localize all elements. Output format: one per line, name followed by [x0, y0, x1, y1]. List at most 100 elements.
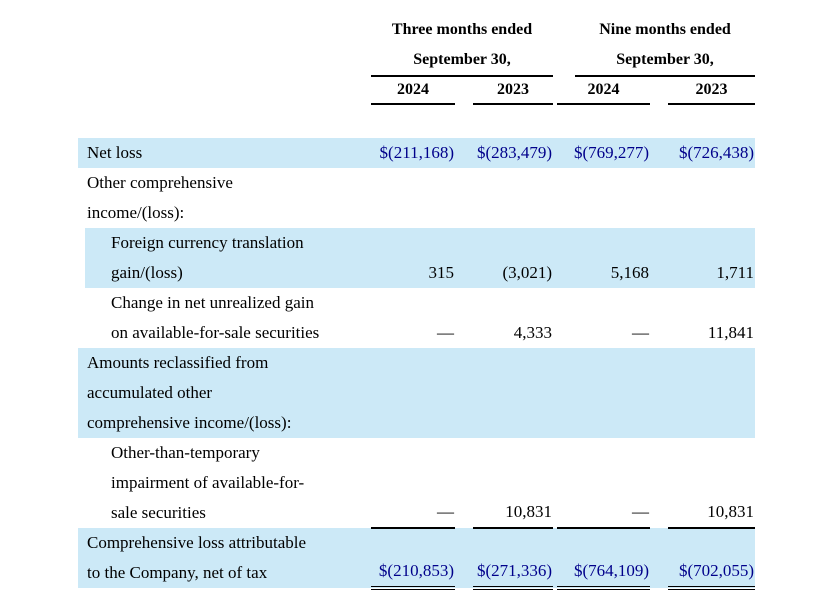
indent-cell [78, 168, 85, 228]
value-text: $(764,109) [573, 561, 650, 580]
header-group-rule: Nine months ended September 30, [575, 15, 756, 77]
header-year-columns: 2024 2023 2024 2023 [78, 77, 756, 105]
column-header-year: 2024 [371, 77, 455, 105]
comprehensive-loss-table: Three months ended September 30, Nine mo… [78, 15, 756, 590]
header-group-three-months: Three months ended September 30, [371, 15, 554, 77]
column-gap [650, 438, 668, 528]
row-other-than-temporary-impairment: Other-than-temporary impairment of avail… [78, 438, 756, 529]
column-gap [650, 288, 668, 348]
value-cell: (3,021) [473, 228, 554, 288]
column-header-year: 2023 [473, 77, 554, 105]
value-text: (3,021) [502, 263, 553, 282]
value-cell: $(726,438) [668, 138, 756, 168]
value-text: $(702,055) [678, 561, 755, 580]
value-cell: $(211,168) [371, 138, 455, 168]
spacer-row [78, 104, 756, 138]
row-label: Amounts reclassified from accumulated ot… [85, 348, 371, 438]
indent-cell [78, 438, 85, 528]
value-cell: — [371, 438, 455, 529]
value-cell: 4,333 [473, 288, 553, 348]
column-gap [553, 138, 558, 168]
row-amounts-reclassified: Amounts reclassified from accumulated ot… [78, 348, 756, 438]
period-group-title: Three months ended [391, 21, 533, 38]
header-period-groups: Three months ended September 30, Nine mo… [78, 15, 756, 77]
value-cell: — [557, 288, 650, 348]
row-label: Comprehensive loss attributable to the C… [85, 528, 371, 588]
value-cell: $(769,277) [557, 138, 651, 168]
row-label: Change in net unrealized gain on availab… [111, 293, 320, 342]
row-change-net-unrealized-gain: Change in net unrealized gain on availab… [78, 288, 755, 348]
column-gap [650, 228, 669, 288]
value-cell: — [371, 288, 455, 348]
row-label: Foreign currency translation gain/(loss) [85, 228, 371, 288]
value-cell [557, 348, 651, 438]
value-text: $(769,277) [573, 143, 650, 162]
value-cell: $(764,109) [557, 528, 651, 590]
value-cell [371, 348, 455, 438]
value-text: — [632, 323, 650, 342]
header-group-rule: Three months ended September 30, [371, 15, 554, 77]
value-text: 1,711 [716, 263, 755, 282]
row-foreign-currency-translation: Foreign currency translation gain/(loss)… [78, 228, 756, 288]
value-text: $(210,853) [378, 561, 454, 580]
value-cell: 11,841 [668, 288, 755, 348]
value-cell: $(283,479) [473, 138, 554, 168]
column-gap [455, 438, 473, 528]
column-gap [553, 528, 558, 588]
value-cell: 5,168 [557, 228, 651, 288]
value-cell [668, 168, 755, 228]
period-group-title: Nine months ended [599, 21, 731, 38]
indent-cell [78, 138, 85, 168]
indent-cell [78, 288, 85, 348]
value-cell: $(210,853) [371, 528, 455, 590]
row-net-loss: Net loss $(211,168) $(283,479) $(769,277… [78, 138, 756, 168]
value-text: $(283,479) [476, 143, 553, 162]
column-gap [553, 228, 558, 288]
column-gap [455, 528, 473, 588]
value-cell [473, 348, 554, 438]
indent-cell [78, 348, 85, 438]
value-text: 5,168 [610, 263, 650, 282]
column-gap [455, 228, 473, 288]
value-text: 4,333 [513, 323, 553, 342]
column-header-year: 2023 [668, 77, 756, 105]
value-text: — [437, 502, 454, 521]
header-spacer [78, 77, 371, 104]
header-group-nine-months: Nine months ended September 30, [553, 15, 756, 77]
row-comprehensive-loss-total: Comprehensive loss attributable to the C… [78, 528, 756, 590]
column-gap [650, 138, 669, 168]
value-cell: 10,831 [668, 438, 756, 529]
value-text: 315 [428, 263, 455, 282]
column-gap [455, 77, 473, 104]
value-cell [557, 168, 650, 228]
indent-cell [78, 228, 85, 288]
period-group-subtitle: September 30, [413, 51, 511, 68]
column-gap [455, 288, 473, 348]
column-gap [650, 348, 669, 438]
value-cell: $(702,055) [668, 528, 756, 590]
row-label: Other comprehensive income/(loss): [87, 173, 233, 222]
value-cell: 315 [371, 228, 455, 288]
column-gap [650, 528, 669, 588]
statement-page: Three months ended September 30, Nine mo… [0, 15, 816, 611]
value-cell: 1,711 [668, 228, 756, 288]
row-label: Net loss [85, 138, 371, 168]
value-text: $(726,438) [678, 143, 755, 162]
indent-cell [78, 528, 85, 588]
column-gap [455, 348, 473, 438]
value-text: $(271,336) [476, 561, 553, 580]
column-header-year: 2024 [557, 77, 651, 105]
header-spacer [78, 15, 371, 77]
value-text: — [437, 323, 454, 342]
value-cell: $(271,336) [473, 528, 554, 590]
value-cell: 10,831 [473, 438, 554, 529]
value-cell [668, 348, 756, 438]
value-cell: — [557, 438, 651, 529]
column-gap [455, 168, 473, 228]
row-label: Other-than-temporary impairment of avail… [111, 443, 305, 522]
column-gap [650, 77, 668, 104]
value-cell [473, 168, 553, 228]
value-text: — [632, 502, 650, 521]
value-text: $(211,168) [379, 143, 454, 162]
value-text: 10,831 [707, 502, 755, 521]
